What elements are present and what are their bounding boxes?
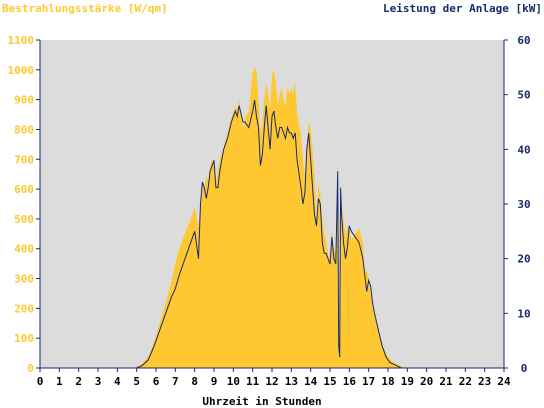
x-axis-label: Uhrzeit in Stunden: [202, 395, 321, 408]
x-tick-label: 10: [227, 375, 240, 388]
x-tick-label: 18: [381, 375, 394, 388]
left-tick-label: 800: [14, 123, 34, 136]
x-tick-label: 3: [95, 375, 102, 388]
left-ticks: 0 100 200 300 400 500 600 700 800 900 1000 1100: [8, 34, 40, 375]
x-tick-label: 1: [56, 375, 63, 388]
left-tick-label: 600: [14, 183, 34, 196]
irradiance-area: [40, 66, 504, 369]
right-ticks: 0 10 20 30 40 50 60: [504, 34, 531, 375]
right-tick-label: 60: [517, 34, 530, 47]
x-tick-label: 16: [343, 375, 357, 388]
left-tick-label: 100: [14, 332, 34, 345]
right-tick-label: 50: [517, 89, 530, 102]
x-tick-label: 9: [211, 375, 218, 388]
left-tick-label: 0: [27, 362, 34, 375]
x-tick-label: 15: [323, 375, 336, 388]
power-line: [40, 100, 504, 369]
left-tick-label: 700: [14, 153, 34, 166]
x-tick-label: 5: [133, 375, 140, 388]
x-tick-label: 13: [285, 375, 298, 388]
left-tick-label: 200: [14, 302, 34, 315]
x-tick-label: 8: [191, 375, 198, 388]
x-tick-label: 24: [497, 375, 511, 388]
right-tick-label: 30: [517, 198, 530, 211]
power-line-layer: [40, 100, 504, 369]
x-tick-label: 6: [153, 375, 160, 388]
right-tick-label: 10: [517, 307, 530, 320]
right-axis-label: Leistung der Anlage [kW]: [383, 2, 542, 15]
right-tick-label: 20: [517, 253, 530, 266]
left-tick-label: 1000: [8, 64, 35, 77]
x-tick-label: 11: [246, 375, 260, 388]
x-tick-label: 19: [401, 375, 414, 388]
left-tick-label: 1100: [8, 34, 35, 47]
x-tick-label: 4: [114, 375, 121, 388]
x-tick-label: 22: [459, 375, 472, 388]
x-tick-label: 14: [304, 375, 318, 388]
left-tick-label: 900: [14, 94, 34, 107]
x-tick-label: 23: [478, 375, 491, 388]
x-tick-label: 2: [75, 375, 82, 388]
left-axis-label: Bestrahlungsstärke [W/qm]: [2, 2, 168, 15]
x-tick-label: 7: [172, 375, 179, 388]
left-tick-label: 500: [14, 213, 34, 226]
left-tick-label: 400: [14, 243, 34, 256]
irradiance-area-layer: [40, 66, 504, 369]
x-ticks: 0 1 2 3 4 5 6 7 8 9 10 11 12 13 14 15 16 17 18 19 20 21 22 23 24: [37, 368, 511, 388]
x-tick-label: 12: [265, 375, 278, 388]
left-tick-label: 300: [14, 273, 34, 286]
right-tick-label: 0: [521, 362, 528, 375]
x-tick-label: 21: [439, 375, 453, 388]
x-tick-label: 0: [37, 375, 44, 388]
x-tick-label: 17: [362, 375, 375, 388]
x-tick-label: 20: [420, 375, 433, 388]
right-tick-label: 40: [517, 143, 530, 156]
